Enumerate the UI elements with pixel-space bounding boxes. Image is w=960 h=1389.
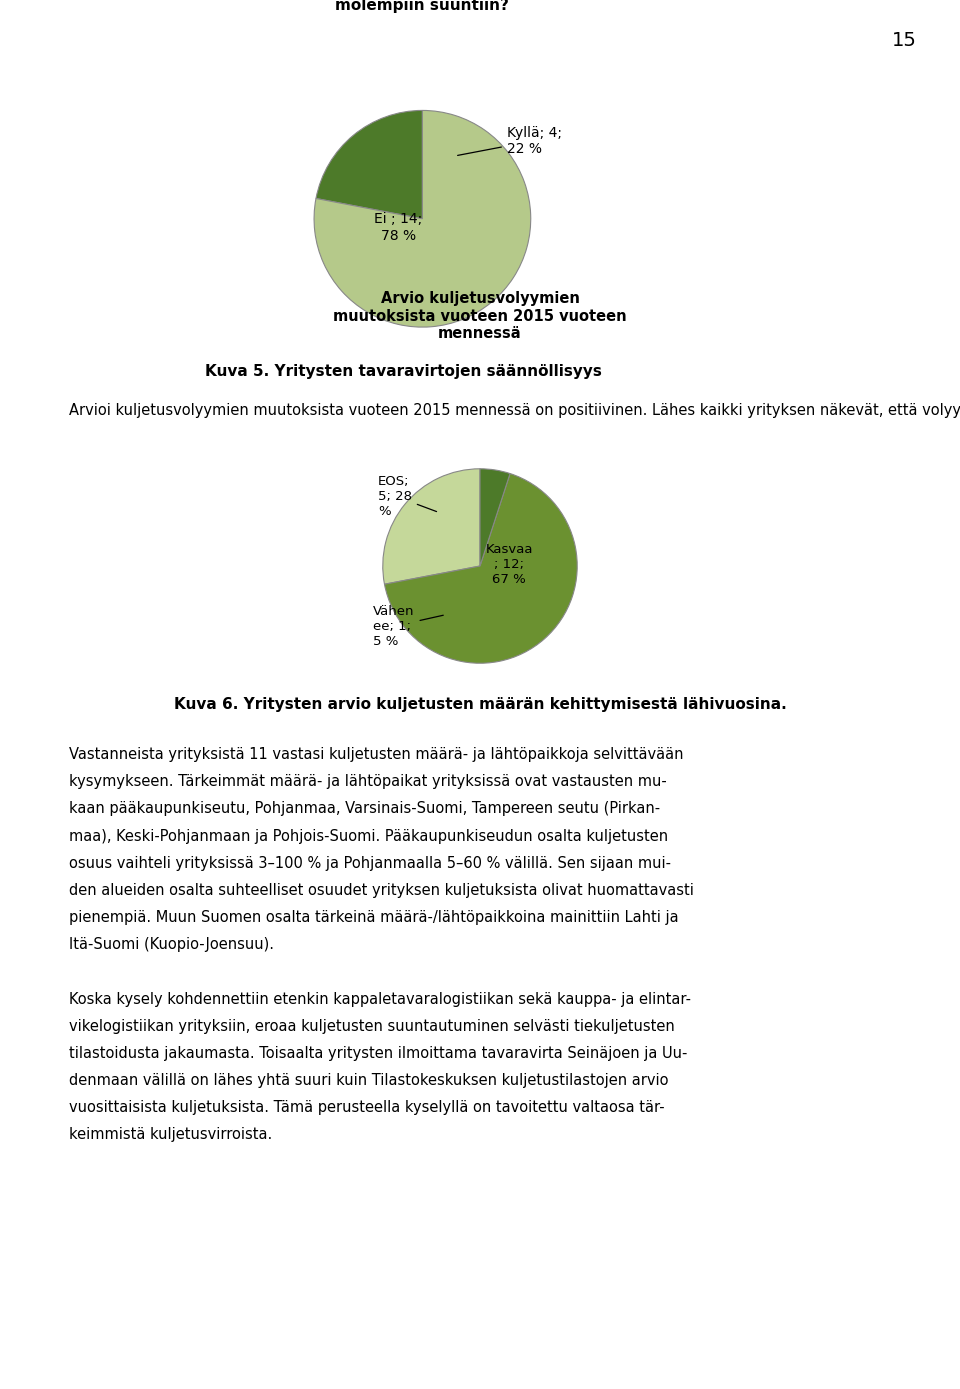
Text: Vähen
ee; 1;
5 %: Vähen ee; 1; 5 % — [373, 604, 444, 647]
Wedge shape — [314, 111, 531, 326]
Text: Vastanneista yrityksistä 11 vastasi kuljetusten määrä- ja lähtöpaikkoja selvittä: Vastanneista yrityksistä 11 vastasi kulj… — [69, 747, 684, 763]
Text: Kasvaa
; 12;
67 %: Kasvaa ; 12; 67 % — [486, 543, 533, 586]
Wedge shape — [480, 469, 510, 567]
Text: denmaan välillä on lähes yhtä suuri kuin Tilastokeskuksen kuljetustilastojen arv: denmaan välillä on lähes yhtä suuri kuin… — [69, 1072, 668, 1088]
Text: vuosittaisista kuljetuksista. Tämä perusteella kyselyllä on tavoitettu valtaosa : vuosittaisista kuljetuksista. Tämä perus… — [69, 1100, 664, 1115]
Wedge shape — [385, 474, 577, 663]
Text: kysymykseen. Tärkeimmät määrä- ja lähtöpaikat yrityksissä ovat vastausten mu-: kysymykseen. Tärkeimmät määrä- ja lähtöp… — [69, 775, 667, 789]
Text: den alueiden osalta suhteelliset osuudet yrityksen kuljetuksista olivat huomatta: den alueiden osalta suhteelliset osuudet… — [69, 883, 694, 897]
Text: kaan pääkaupunkiseutu, Pohjanmaa, Varsinais-Suomi, Tampereen seutu (Pirkan-: kaan pääkaupunkiseutu, Pohjanmaa, Varsin… — [69, 801, 660, 817]
Text: tilastoidusta jakaumasta. Toisaalta yritysten ilmoittama tavaravirta Seinäjoen j: tilastoidusta jakaumasta. Toisaalta yrit… — [69, 1046, 687, 1061]
Text: Ei ; 14;
78 %: Ei ; 14; 78 % — [374, 213, 422, 243]
Text: Kuva 5. Yritysten tavaravirtojen säännöllisyys: Kuva 5. Yritysten tavaravirtojen säännöl… — [204, 364, 602, 379]
Text: osuus vaihteli yrityksissä 3–100 % ja Pohjanmaalla 5–60 % välillä. Sen sijaan mu: osuus vaihteli yrityksissä 3–100 % ja Po… — [69, 856, 671, 871]
Text: EOS;
5; 28
%: EOS; 5; 28 % — [378, 475, 437, 518]
Wedge shape — [383, 469, 480, 585]
Text: Kyllä; 4;
22 %: Kyllä; 4; 22 % — [458, 125, 562, 156]
Text: Kuva 6. Yritysten arvio kuljetusten määrän kehittymisestä lähivuosina.: Kuva 6. Yritysten arvio kuljetusten määr… — [174, 697, 786, 713]
Text: 15: 15 — [892, 31, 917, 50]
Text: vikelogistiikan yrityksiin, eroaa kuljetusten suuntautuminen selvästi tiekuljetu: vikelogistiikan yrityksiin, eroaa kuljet… — [69, 1020, 675, 1033]
Title: Ovatko tavaravirrat säännöllisiä ja tasapainossa
molempiin suuntiin?: Ovatko tavaravirrat säännöllisiä ja tasa… — [214, 0, 631, 13]
Title: Arvio kuljetusvolyymien
muutoksista vuoteen 2015 vuoteen
mennessä: Arvio kuljetusvolyymien muutoksista vuot… — [333, 292, 627, 342]
Text: Arvioi kuljetusvolyymien muutoksista vuoteen 2015 mennessä on positiivinen. Lähe: Arvioi kuljetusvolyymien muutoksista vuo… — [69, 403, 960, 418]
Text: Itä-Suomi (Kuopio-Joensuu).: Itä-Suomi (Kuopio-Joensuu). — [69, 936, 275, 951]
Text: Koska kysely kohdennettiin etenkin kappaletavaralogistiikan sekä kauppa- ja elin: Koska kysely kohdennettiin etenkin kappa… — [69, 992, 691, 1007]
Text: pienempiä. Muun Suomen osalta tärkeinä määrä-/lähtöpaikkoina mainittiin Lahti ja: pienempiä. Muun Suomen osalta tärkeinä m… — [69, 910, 679, 925]
Wedge shape — [316, 111, 422, 218]
Text: maa), Keski-Pohjanmaan ja Pohjois-Suomi. Pääkaupunkiseudun osalta kuljetusten: maa), Keski-Pohjanmaan ja Pohjois-Suomi.… — [69, 828, 668, 843]
Text: keimmistä kuljetusvirroista.: keimmistä kuljetusvirroista. — [69, 1128, 273, 1142]
